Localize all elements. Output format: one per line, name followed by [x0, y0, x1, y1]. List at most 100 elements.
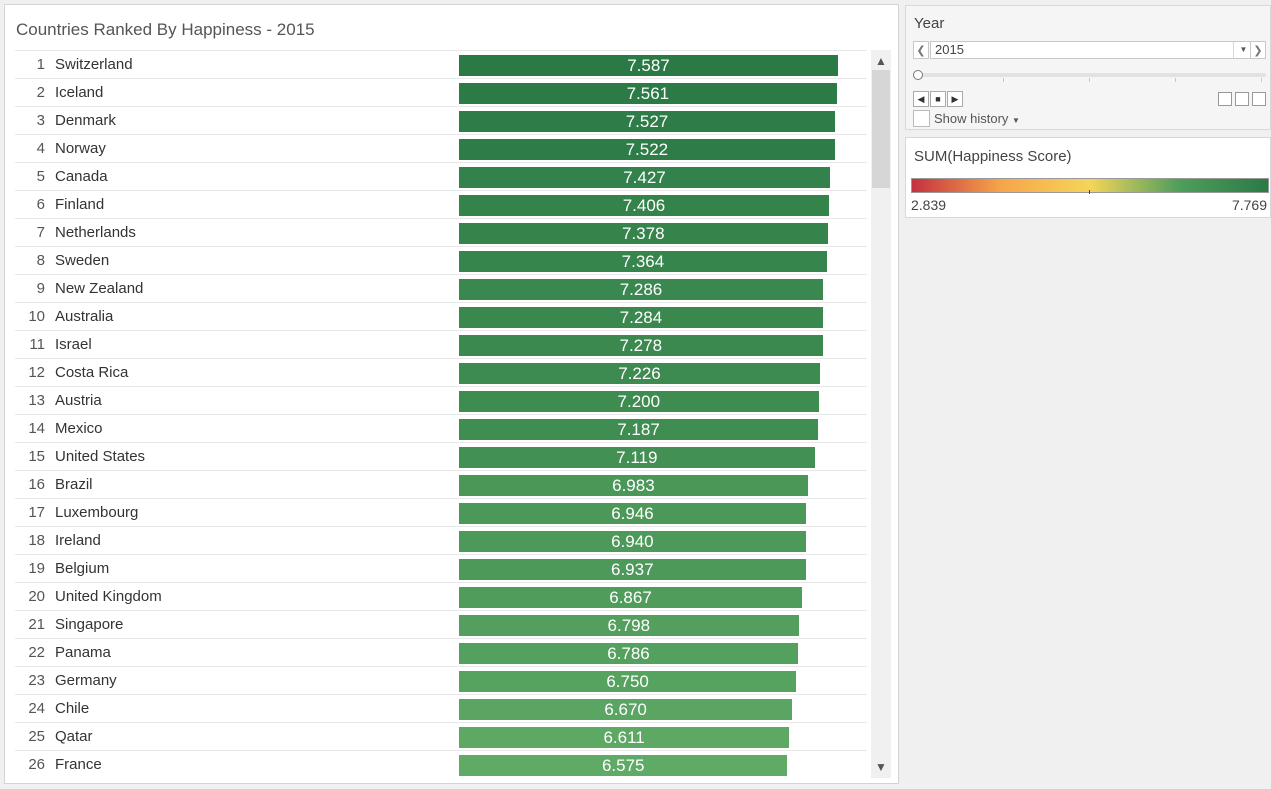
scroll-up-icon[interactable]: ▲ — [875, 54, 887, 68]
happiness-bar[interactable]: 7.284 — [459, 307, 823, 328]
happiness-bar[interactable]: 7.286 — [459, 279, 823, 300]
table-row[interactable]: 9 New Zealand 7.286 — [15, 274, 867, 302]
table-row[interactable]: 2 Iceland 7.561 — [15, 78, 867, 106]
speed-slow-icon[interactable] — [1218, 92, 1232, 106]
speed-fast-icon[interactable] — [1252, 92, 1266, 106]
rank-label: 8 — [36, 252, 45, 269]
show-history-label[interactable]: Show history ▼ — [934, 111, 1020, 126]
happiness-bar[interactable]: 6.983 — [459, 475, 808, 496]
rank-label: 23 — [28, 672, 45, 689]
rank-label: 24 — [28, 700, 45, 717]
happiness-bar[interactable]: 7.378 — [459, 223, 828, 244]
happiness-bar[interactable]: 6.786 — [459, 643, 798, 664]
play-forward-icon[interactable]: ▶ — [947, 91, 963, 107]
happiness-bar[interactable]: 7.527 — [459, 111, 835, 132]
happiness-bar[interactable]: 7.119 — [459, 447, 815, 468]
happiness-bar[interactable]: 6.867 — [459, 587, 803, 608]
happiness-bar[interactable]: 7.406 — [459, 195, 829, 216]
stop-icon[interactable]: ■ — [930, 91, 946, 107]
year-select[interactable]: 2015 ▼ — [930, 41, 1254, 59]
legend-gradient — [911, 178, 1269, 193]
happiness-bar[interactable]: 7.200 — [459, 391, 819, 412]
table-row[interactable]: 24 Chile 6.670 — [15, 694, 867, 722]
table-row[interactable]: 15 United States 7.119 — [15, 442, 867, 470]
happiness-bar[interactable]: 7.226 — [459, 363, 820, 384]
table-row[interactable]: 8 Sweden 7.364 — [15, 246, 867, 274]
table-row[interactable]: 26 France 6.575 — [15, 750, 867, 778]
happiness-bar[interactable]: 7.278 — [459, 335, 823, 356]
table-row[interactable]: 14 Mexico 7.187 — [15, 414, 867, 442]
happiness-bar[interactable]: 7.561 — [459, 83, 837, 104]
happiness-bar[interactable]: 7.427 — [459, 167, 830, 188]
bar-value-label: 6.937 — [610, 560, 654, 579]
table-row[interactable]: 21 Singapore 6.798 — [15, 610, 867, 638]
happiness-bar[interactable]: 7.187 — [459, 419, 819, 440]
table-row[interactable]: 6 Finland 7.406 — [15, 190, 867, 218]
show-history-checkbox[interactable] — [913, 110, 930, 127]
speed-medium-icon[interactable] — [1235, 92, 1249, 106]
bar-value-label: 6.867 — [609, 588, 652, 607]
table-row[interactable]: 16 Brazil 6.983 — [15, 470, 867, 498]
play-backward-icon[interactable]: ◀ — [913, 91, 929, 107]
year-slider-handle[interactable] — [913, 70, 923, 80]
table-row[interactable]: 19 Belgium 6.937 — [15, 554, 867, 582]
happiness-bar[interactable]: 6.946 — [459, 503, 806, 524]
table-row[interactable]: 20 United Kingdom 6.867 — [15, 582, 867, 610]
table-row[interactable]: 13 Austria 7.200 — [15, 386, 867, 414]
happiness-bar[interactable]: 7.522 — [459, 139, 835, 160]
rank-label: 11 — [29, 336, 45, 353]
country-label: Netherlands — [55, 224, 136, 241]
rank-label: 1 — [36, 56, 45, 73]
table-row[interactable]: 3 Denmark 7.527 — [15, 106, 867, 134]
country-label: Qatar — [55, 728, 93, 745]
country-label: Austria — [55, 392, 102, 409]
scroll-down-icon[interactable]: ▼ — [875, 760, 887, 774]
country-label: Sweden — [55, 252, 110, 269]
happiness-bar[interactable]: 6.940 — [459, 531, 806, 552]
rank-label: 25 — [28, 728, 45, 745]
rank-label: 17 — [28, 504, 45, 521]
chevron-left-icon[interactable]: ❮ — [913, 41, 929, 59]
scroll-thumb[interactable] — [872, 70, 890, 188]
bar-value-label: 6.940 — [611, 532, 654, 551]
table-row[interactable]: 1 Switzerland 7.587 — [15, 50, 867, 78]
table-row[interactable]: 4 Norway 7.522 — [15, 134, 867, 162]
happiness-bar[interactable]: 7.587 — [459, 55, 838, 76]
table-row[interactable]: 23 Germany 6.750 — [15, 666, 867, 694]
table-row[interactable]: 12 Costa Rica 7.226 — [15, 358, 867, 386]
bar-value-label: 7.427 — [623, 168, 666, 187]
rank-label: 12 — [28, 364, 45, 381]
country-label: Panama — [55, 644, 111, 661]
year-slider-track[interactable] — [916, 73, 1266, 77]
happiness-bar[interactable]: 7.364 — [459, 251, 827, 272]
caret-down-icon[interactable]: ▼ — [1012, 116, 1020, 125]
year-filter-panel: Year ❮ 2015 ▼ ❯ ◀ ■ ▶ Show history ▼ — [905, 5, 1271, 130]
show-history-text: Show history — [934, 111, 1009, 126]
rank-label: 22 — [28, 644, 45, 661]
happiness-bar[interactable]: 6.937 — [459, 559, 806, 580]
happiness-bar[interactable]: 6.611 — [459, 727, 790, 748]
country-label: Belgium — [55, 560, 110, 577]
year-filter-title: Year — [914, 15, 945, 32]
table-row[interactable]: 7 Netherlands 7.378 — [15, 218, 867, 246]
rank-label: 3 — [36, 112, 45, 129]
happiness-bar[interactable]: 6.575 — [459, 755, 788, 776]
rank-label: 4 — [36, 140, 45, 157]
happiness-bar[interactable]: 6.670 — [459, 699, 793, 720]
table-row[interactable]: 25 Qatar 6.611 — [15, 722, 867, 750]
bar-value-label: 6.670 — [604, 700, 647, 719]
table-row[interactable]: 10 Australia 7.284 — [15, 302, 867, 330]
table-row[interactable]: 5 Canada 7.427 — [15, 162, 867, 190]
table-row[interactable]: 22 Panama 6.786 — [15, 638, 867, 666]
chevron-right-icon[interactable]: ❯ — [1250, 41, 1266, 59]
happiness-bar[interactable]: 6.750 — [459, 671, 797, 692]
bar-value-label: 6.575 — [601, 756, 645, 775]
bar-value-label: 7.561 — [626, 84, 670, 103]
vertical-scrollbar[interactable]: ▲ ▼ — [871, 50, 891, 778]
table-row[interactable]: 11 Israel 7.278 — [15, 330, 867, 358]
country-label: Israel — [55, 336, 92, 353]
table-row[interactable]: 18 Ireland 6.940 — [15, 526, 867, 554]
caret-down-icon[interactable]: ▼ — [1233, 42, 1253, 58]
happiness-bar[interactable]: 6.798 — [459, 615, 799, 636]
table-row[interactable]: 17 Luxembourg 6.946 — [15, 498, 867, 526]
